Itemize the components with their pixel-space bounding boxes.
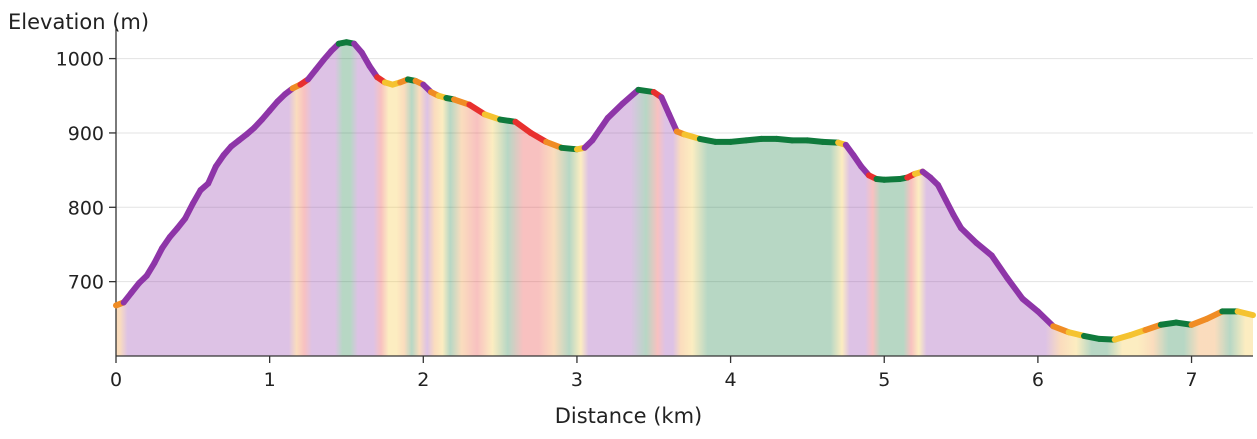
y-tick-label: 1000	[56, 49, 104, 71]
y-tick-label: 700	[68, 272, 104, 294]
x-tick-label: 4	[725, 369, 737, 391]
line-segment	[1004, 274, 1026, 302]
x-tick-label: 3	[571, 369, 583, 391]
x-tick-label: 2	[417, 369, 429, 391]
line-segment	[1019, 295, 1041, 315]
area-fill	[116, 42, 1253, 356]
axes	[109, 28, 1253, 363]
line-segment	[604, 100, 627, 122]
line-segment	[666, 111, 680, 135]
elevation-chart: 700 800 900 1000 0 1 2 3 4 5 6 7	[56, 28, 1256, 391]
line-segment	[1234, 308, 1256, 319]
x-tick-label: 7	[1185, 369, 1197, 391]
line-segment	[988, 252, 1011, 281]
line-segment	[658, 94, 673, 118]
x-tick-label: 6	[1032, 369, 1044, 391]
x-tick-label: 0	[110, 369, 122, 391]
y-tick-label: 800	[68, 197, 104, 219]
x-tick-label: 5	[878, 369, 890, 391]
elevation-area	[116, 42, 1253, 356]
x-tick-label: 1	[264, 369, 276, 391]
line-segment	[512, 118, 534, 136]
line-segment	[1034, 308, 1057, 330]
line-segment	[973, 239, 995, 259]
tick-labels: 700 800 900 1000 0 1 2 3 4 5 6 7	[56, 49, 1198, 391]
line-segment	[466, 101, 488, 118]
line-segment	[205, 163, 219, 187]
y-tick-label: 900	[68, 123, 104, 145]
x-axis-label: Distance (km)	[554, 404, 703, 428]
y-axis-label: Elevation (m)	[8, 10, 150, 34]
series-line	[113, 39, 1256, 343]
line-segment	[620, 86, 642, 107]
line-segment	[958, 225, 980, 246]
